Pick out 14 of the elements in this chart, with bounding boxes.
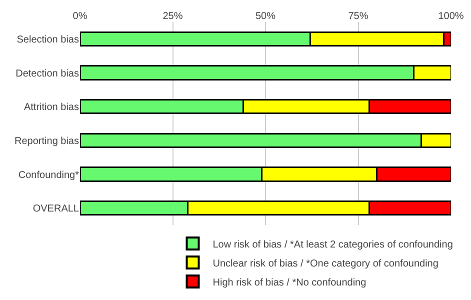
y-tick-label: Detection bias: [16, 68, 79, 80]
x-tick-label: 0%: [72, 11, 88, 22]
x-tick-label: 75%: [348, 11, 368, 22]
x-tick-label: 100%: [438, 11, 464, 22]
y-tick-label: OVERALL: [32, 204, 80, 215]
y-tick-label: Confounding*: [18, 170, 80, 181]
y-tick-label: Reporting bias: [14, 136, 79, 147]
legend-label: High risk of bias / *No confounding: [212, 277, 366, 288]
x-tick-label: 25%: [162, 11, 183, 22]
y-tick-label: Selection bias: [16, 34, 79, 46]
y-tick-label: Attrition bias: [24, 102, 79, 114]
x-tick-label: 50%: [255, 11, 276, 22]
legend-label: Low risk of bias / *At least 2 categories of confounding: [212, 239, 453, 250]
legend-label: Unclear risk of bias / *One category of confounding: [212, 258, 438, 270]
